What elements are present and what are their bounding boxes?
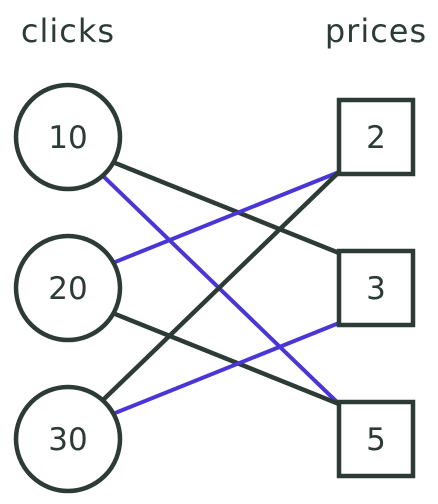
edges-layer (100, 160, 342, 416)
click-node-label: 20 (48, 271, 87, 307)
edge-c10-p5 (100, 173, 341, 406)
edge-c30-p3 (111, 321, 341, 416)
click-node-circle (13, 233, 123, 343)
click-node-circle (13, 384, 123, 494)
price-node-box (336, 97, 416, 177)
click-node-20: 20 (13, 233, 123, 343)
click-node-label: 30 (48, 422, 87, 458)
heading-prices: prices (325, 12, 427, 50)
price-node-box (336, 399, 416, 479)
price-node-box (336, 248, 416, 328)
price-node-2: 2 (336, 97, 416, 177)
click-node-10: 10 (13, 82, 123, 192)
price-node-3: 3 (336, 248, 416, 328)
price-node-label: 5 (366, 422, 386, 458)
nodes-layer: 10 20 30 2 3 5 (13, 82, 416, 494)
price-node-5: 5 (336, 399, 416, 479)
price-node-label: 3 (366, 271, 386, 307)
edge-c20-p5 (111, 311, 342, 407)
edge-c20-p2 (111, 170, 341, 265)
edge-c10-p3 (111, 160, 342, 256)
click-node-30: 30 (13, 384, 123, 494)
click-node-label: 10 (48, 120, 87, 156)
edge-c30-p2 (100, 169, 342, 403)
price-node-label: 2 (366, 120, 386, 156)
heading-clicks: clicks (21, 12, 115, 50)
click-node-circle (13, 82, 123, 192)
